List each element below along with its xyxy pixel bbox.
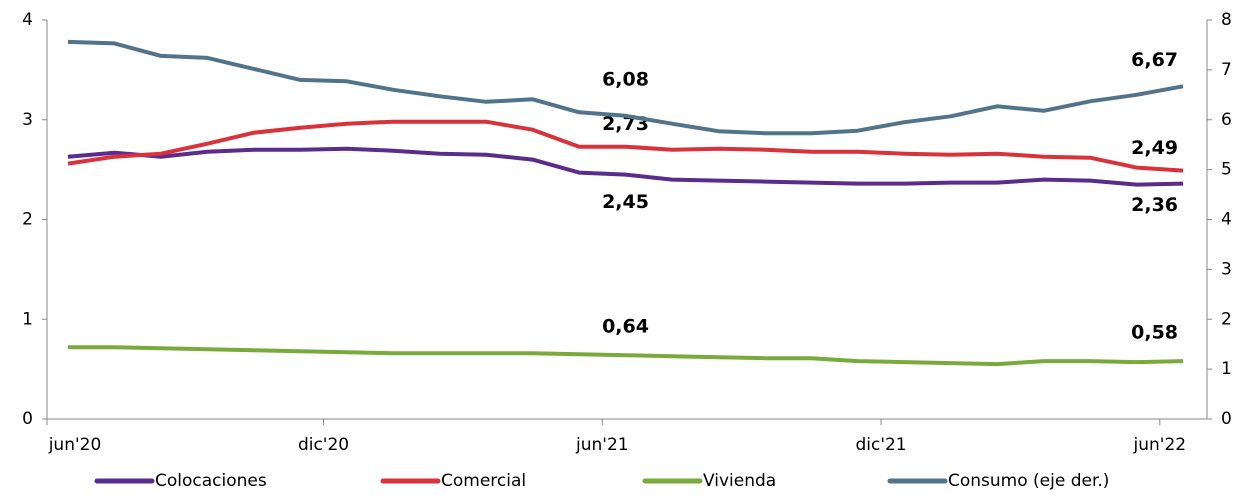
- y2-tick-label: 2: [1221, 309, 1232, 329]
- series-line: [68, 345, 1184, 367]
- value-label: 2,49: [1131, 137, 1178, 159]
- series-line: [67, 146, 1184, 187]
- x-tick-label: jun'20: [48, 435, 102, 455]
- y2-tick-label: 6: [1221, 110, 1232, 130]
- y2-tick-label: 7: [1221, 60, 1232, 80]
- value-label: 2,36: [1131, 194, 1178, 216]
- y-tick-label: 2: [22, 210, 33, 230]
- y2-tick-label: 5: [1221, 160, 1232, 180]
- y2-tick-label: 1: [1221, 359, 1232, 379]
- y2-tick-label: 8: [1221, 10, 1232, 30]
- x-tick-label: jun'21: [575, 435, 629, 455]
- legend-label: Vivienda: [703, 471, 776, 491]
- y2-tick-label: 3: [1221, 259, 1232, 279]
- x-tick-label: dic'20: [298, 435, 349, 455]
- legend-label: Consumo (eje der.): [948, 471, 1109, 491]
- value-label: 6,08: [602, 68, 649, 90]
- x-tick-label: dic'21: [855, 435, 906, 455]
- value-label: 0,58: [1131, 322, 1178, 344]
- value-label: 0,64: [602, 316, 649, 338]
- series-line: [67, 39, 1184, 136]
- value-label: 2,45: [602, 191, 649, 213]
- x-tick-label: jun'22: [1133, 435, 1187, 455]
- value-label: 6,67: [1131, 49, 1178, 71]
- series-line: [67, 119, 1184, 173]
- legend-label: Comercial: [441, 471, 526, 491]
- y-tick-label: 3: [22, 110, 33, 130]
- y-tick-label: 1: [22, 309, 33, 329]
- y2-tick-label: 0: [1221, 409, 1232, 429]
- y-tick-label: 4: [22, 10, 33, 30]
- y2-tick-label: 4: [1221, 210, 1232, 230]
- legend-label: Colocaciones: [155, 471, 267, 491]
- y-tick-label: 0: [22, 409, 33, 429]
